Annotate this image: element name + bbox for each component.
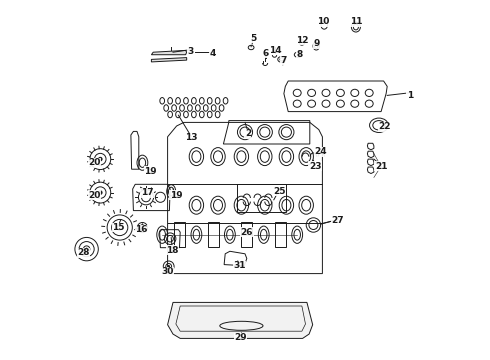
Polygon shape xyxy=(151,50,187,55)
Text: 17: 17 xyxy=(141,188,153,197)
Text: 20: 20 xyxy=(88,191,101,199)
Text: 10: 10 xyxy=(318,17,330,26)
Text: 18: 18 xyxy=(166,246,178,255)
Ellipse shape xyxy=(86,248,88,250)
Text: 29: 29 xyxy=(234,333,247,342)
Text: 25: 25 xyxy=(273,187,286,196)
Ellipse shape xyxy=(98,191,102,194)
Text: 27: 27 xyxy=(332,216,344,225)
Text: 21: 21 xyxy=(375,162,387,171)
Text: 31: 31 xyxy=(233,261,246,270)
Ellipse shape xyxy=(98,157,102,161)
Text: 5: 5 xyxy=(250,34,256,43)
Ellipse shape xyxy=(168,266,170,267)
Text: 28: 28 xyxy=(77,248,90,257)
Text: 24: 24 xyxy=(314,148,327,157)
Text: 19: 19 xyxy=(145,166,157,176)
Text: 23: 23 xyxy=(309,162,321,171)
Text: 6: 6 xyxy=(263,49,269,58)
Bar xyxy=(242,222,252,247)
Text: 30: 30 xyxy=(161,267,174,276)
Text: 2: 2 xyxy=(245,130,251,139)
Text: 13: 13 xyxy=(185,133,197,142)
Bar xyxy=(174,222,185,247)
Text: 26: 26 xyxy=(241,228,253,237)
Text: 14: 14 xyxy=(270,46,282,55)
Text: 7: 7 xyxy=(281,56,287,65)
Text: 16: 16 xyxy=(135,225,147,234)
Text: 15: 15 xyxy=(112,223,124,232)
Text: 12: 12 xyxy=(296,36,309,45)
Text: 1: 1 xyxy=(407,91,413,100)
Text: 8: 8 xyxy=(296,50,303,59)
Bar xyxy=(275,222,286,247)
Text: 11: 11 xyxy=(350,17,362,26)
Polygon shape xyxy=(168,302,313,338)
Bar xyxy=(237,184,286,212)
Text: 4: 4 xyxy=(209,49,216,58)
Polygon shape xyxy=(151,58,187,62)
Text: 19: 19 xyxy=(170,191,182,199)
Text: 3: 3 xyxy=(187,47,194,56)
Bar xyxy=(208,222,219,247)
Text: 20: 20 xyxy=(88,158,101,167)
Text: 9: 9 xyxy=(314,40,320,49)
Text: 22: 22 xyxy=(378,122,391,131)
